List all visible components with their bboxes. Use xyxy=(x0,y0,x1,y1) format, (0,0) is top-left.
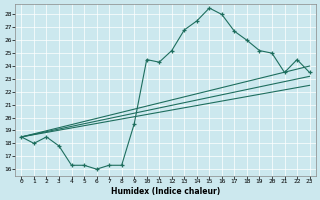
X-axis label: Humidex (Indice chaleur): Humidex (Indice chaleur) xyxy=(111,187,220,196)
